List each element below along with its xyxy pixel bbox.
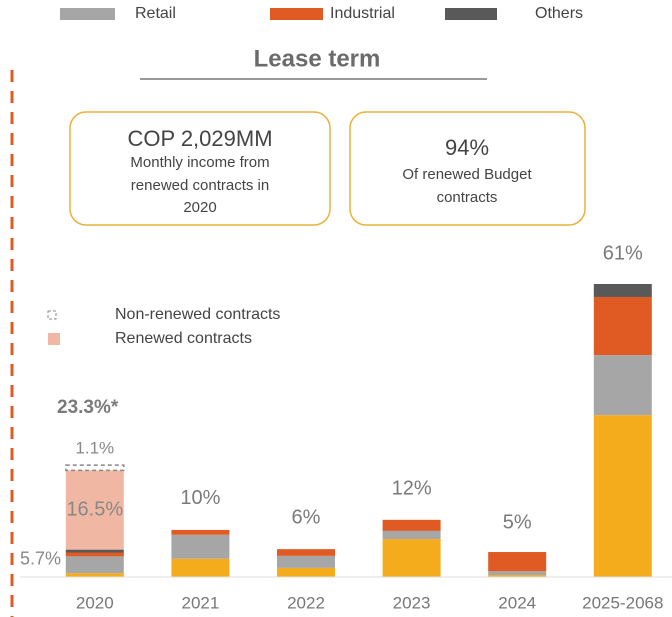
bar-segment — [277, 567, 335, 577]
info-headline: COP 2,029MM — [127, 126, 272, 151]
bar-segment — [382, 530, 441, 540]
x-tick-label: 2023 — [393, 593, 431, 612]
data-label: 16.5% — [66, 498, 123, 520]
bar-segment — [65, 549, 124, 553]
info-box — [69, 111, 331, 226]
bar-segment — [593, 415, 652, 577]
bar-segment — [488, 552, 547, 572]
legend-label: Industrial — [330, 5, 395, 22]
legend-label: Renewed contracts — [115, 330, 252, 347]
annotation: 5.7% — [20, 548, 61, 568]
info-text: Monthly income from — [130, 154, 269, 171]
legend-label: Others — [535, 5, 583, 22]
legend-label: Non-renewed contracts — [115, 306, 280, 323]
x-tick-label: 2020 — [76, 593, 114, 612]
chart-title: Lease term — [254, 45, 381, 72]
total-label: 6% — [292, 506, 321, 528]
info-text: Of renewed Budget — [402, 166, 532, 183]
bar-segment — [171, 558, 230, 577]
bar-segment — [382, 519, 441, 531]
bar-segment — [65, 464, 125, 472]
x-tick-label: 2021 — [181, 593, 219, 612]
bar-segment — [488, 575, 547, 577]
total-label: 12% — [392, 478, 432, 500]
info-headline: 94% — [445, 135, 489, 160]
legend-label: Retail — [135, 5, 176, 22]
x-tick-label: 2022 — [287, 593, 325, 612]
data-label: 1.1% — [75, 439, 114, 458]
info-text: 2020 — [183, 199, 216, 216]
info-text: renewed contracts in — [131, 177, 269, 194]
total-label: 61% — [603, 242, 643, 264]
legend-swatch — [60, 8, 115, 20]
legend-swatch — [270, 8, 323, 20]
bar-segment — [65, 470, 124, 550]
bar-segment — [171, 534, 230, 559]
bar-segment — [593, 355, 652, 416]
total-label: 5% — [503, 511, 532, 533]
total-label: 10% — [180, 487, 220, 509]
bar-segment — [277, 555, 335, 568]
info-box — [349, 111, 586, 226]
info-text: contracts — [437, 189, 498, 206]
bar-segment — [171, 529, 230, 535]
bar-segment — [277, 549, 335, 556]
bar-segment — [593, 284, 652, 297]
legend-swatch — [48, 333, 60, 345]
bar-segment — [65, 573, 124, 577]
legend-swatch — [445, 8, 497, 20]
x-tick-label: 2024 — [498, 593, 536, 612]
total-label: 23.3%* — [57, 397, 119, 418]
legend-swatch — [47, 310, 57, 320]
x-tick-label: 2025-2068 — [582, 593, 663, 612]
bar-segment — [488, 571, 547, 576]
bar-segment — [593, 296, 652, 356]
bar-segment — [65, 552, 124, 557]
bar-segment — [65, 556, 124, 574]
bar-segment — [382, 539, 441, 577]
